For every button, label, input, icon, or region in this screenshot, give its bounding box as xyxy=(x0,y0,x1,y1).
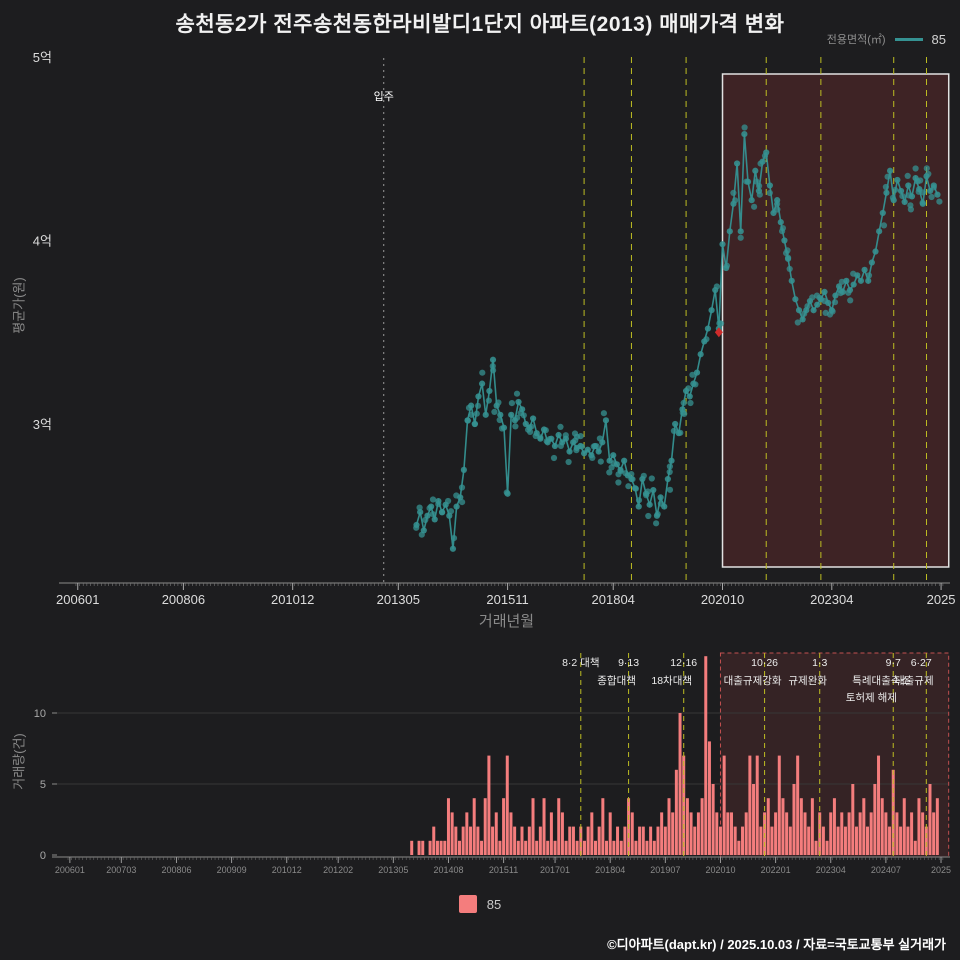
svg-text:9·7: 9·7 xyxy=(886,657,901,669)
legend-series-85: 85 xyxy=(486,896,502,912)
svg-text:201202: 201202 xyxy=(323,865,353,875)
svg-text:3억: 3억 xyxy=(33,417,52,432)
legend-series-85[interactable]: 85 xyxy=(931,31,946,47)
price-y-axis-title: 평균가(원) xyxy=(11,277,27,334)
svg-text:201907: 201907 xyxy=(650,865,680,875)
event-marker xyxy=(714,327,723,338)
move-in-line: 입주 xyxy=(374,58,394,583)
svg-text:종합대책: 종합대책 xyxy=(597,675,636,687)
svg-text:200806: 200806 xyxy=(162,592,205,607)
svg-text:201701: 201701 xyxy=(540,865,570,875)
svg-text:대출규제: 대출규제 xyxy=(895,675,934,687)
svg-text:202010: 202010 xyxy=(705,865,735,875)
x-axis: 200601 200806 201012 201305 201511 201804 2020… xyxy=(56,582,956,607)
svg-text:201408: 201408 xyxy=(433,865,463,875)
footer-credit: ©디아파트(dapt.kr) / 2025.10.03 / 자료=국토교통부 실… xyxy=(607,937,946,952)
svg-text:9·13: 9·13 xyxy=(618,657,639,669)
svg-text:201305: 201305 xyxy=(377,592,420,607)
svg-text:201511: 201511 xyxy=(486,592,528,607)
svg-text:1·3: 1·3 xyxy=(812,657,827,669)
svg-text:202010: 202010 xyxy=(701,592,744,607)
page-title: 송천동2가 전주송천동한라비발디1단지 아파트(2013) 매매가격 변화 xyxy=(175,13,785,36)
x-axis: 200601 200703 200806 200909 201012 201202 2013… xyxy=(52,856,951,875)
svg-text:200703: 200703 xyxy=(106,865,136,875)
svg-text:8·2 대책: 8·2 대책 xyxy=(562,657,599,669)
svg-text:2025: 2025 xyxy=(931,865,951,875)
svg-text:대출규제강화: 대출규제강화 xyxy=(724,675,782,687)
legend-area-label: 전용면적(㎡) xyxy=(826,34,886,46)
volume-chart-canvas[interactable]: 0 5 10 8·2 대책 9·13 종합대책 12·16 18차대책 10·26 대출규제강화 1… xyxy=(0,645,960,883)
price-scatter xyxy=(413,124,943,552)
y-axis: 0 5 10 xyxy=(34,708,948,862)
legend-line-swatch xyxy=(894,37,923,41)
svg-text:201305: 201305 xyxy=(378,865,408,875)
svg-text:201511: 201511 xyxy=(489,865,518,875)
legend-bar-swatch xyxy=(458,895,477,913)
price-chart-legend: 전용면적(㎡) 85 xyxy=(827,31,946,47)
highlight-box xyxy=(721,73,950,568)
volume-chart-legend[interactable]: 85 xyxy=(0,895,960,913)
svg-text:12·16: 12·16 xyxy=(670,657,697,669)
svg-text:202201: 202201 xyxy=(761,865,791,875)
price-x-axis-title: 거래년월 xyxy=(478,613,535,630)
svg-text:200601: 200601 xyxy=(55,865,85,875)
svg-text:201804: 201804 xyxy=(592,592,635,607)
volume-y-axis-title: 거래량(건) xyxy=(11,733,27,790)
svg-text:200601: 200601 xyxy=(56,592,99,607)
y-axis: 3억 4억 5억 xyxy=(33,50,52,432)
svg-text:202304: 202304 xyxy=(816,865,846,875)
svg-text:201012: 201012 xyxy=(272,865,302,875)
svg-text:10: 10 xyxy=(34,708,46,720)
svg-text:입주: 입주 xyxy=(374,90,394,103)
svg-text:특례대출축소: 특례대출축소 xyxy=(852,675,910,687)
svg-text:토허제 해제: 토허제 해제 xyxy=(846,691,897,704)
svg-text:5억: 5억 xyxy=(33,50,52,65)
svg-text:5: 5 xyxy=(40,779,46,791)
svg-text:규제완화: 규제완화 xyxy=(788,674,827,687)
policy-lines: 8·2 대책 9·13 종합대책 12·16 18차대책 10·26 대출규제강화 1·3 규제… xyxy=(562,653,934,857)
svg-text:4억: 4억 xyxy=(33,234,52,249)
svg-text:202304: 202304 xyxy=(810,592,853,607)
svg-text:2025: 2025 xyxy=(927,592,956,607)
svg-text:200806: 200806 xyxy=(161,865,191,875)
svg-text:10·26: 10·26 xyxy=(751,657,778,669)
svg-text:6·27: 6·27 xyxy=(911,657,932,669)
svg-text:202407: 202407 xyxy=(871,865,901,875)
svg-text:201804: 201804 xyxy=(595,865,625,875)
svg-text:18차대책: 18차대책 xyxy=(651,675,692,687)
svg-text:201012: 201012 xyxy=(271,592,314,607)
svg-text:200909: 200909 xyxy=(217,865,247,875)
svg-text:0: 0 xyxy=(40,850,46,862)
